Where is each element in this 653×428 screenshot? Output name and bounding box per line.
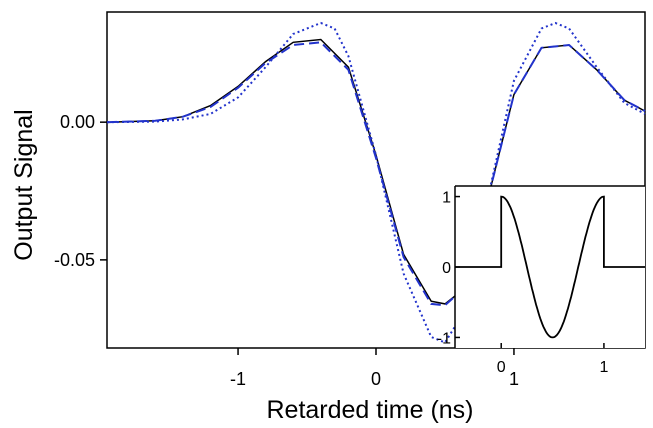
x-tick-label: 0 [371, 369, 381, 389]
inset-ticks-group: 0 1 1 0 -1 [437, 190, 609, 376]
inset-y-tick-label: 1 [442, 190, 451, 207]
y-axis-title: Output Signal [10, 109, 38, 261]
x-tick-label: 1 [509, 369, 519, 389]
y-tick-label: -0.05 [54, 250, 95, 270]
main-ticks-group: -1 0 10.00-0.05 [54, 112, 519, 389]
inset-y-tick-label: -1 [437, 330, 451, 347]
inset-x-tick-label: 1 [599, 359, 608, 376]
x-axis-title: Retarded time (ns) [266, 396, 473, 424]
series-line-dotted [106, 21, 646, 344]
main-series-group [106, 21, 646, 344]
inset-series-group [455, 195, 645, 339]
inset-y-tick-label: 0 [442, 260, 451, 277]
inset-x-tick-label: 0 [497, 359, 506, 376]
inset-series-line [455, 195, 645, 339]
y-tick-label: 0.00 [60, 112, 95, 132]
series-line-dashed [106, 41, 646, 307]
x-tick-label: -1 [230, 369, 246, 389]
